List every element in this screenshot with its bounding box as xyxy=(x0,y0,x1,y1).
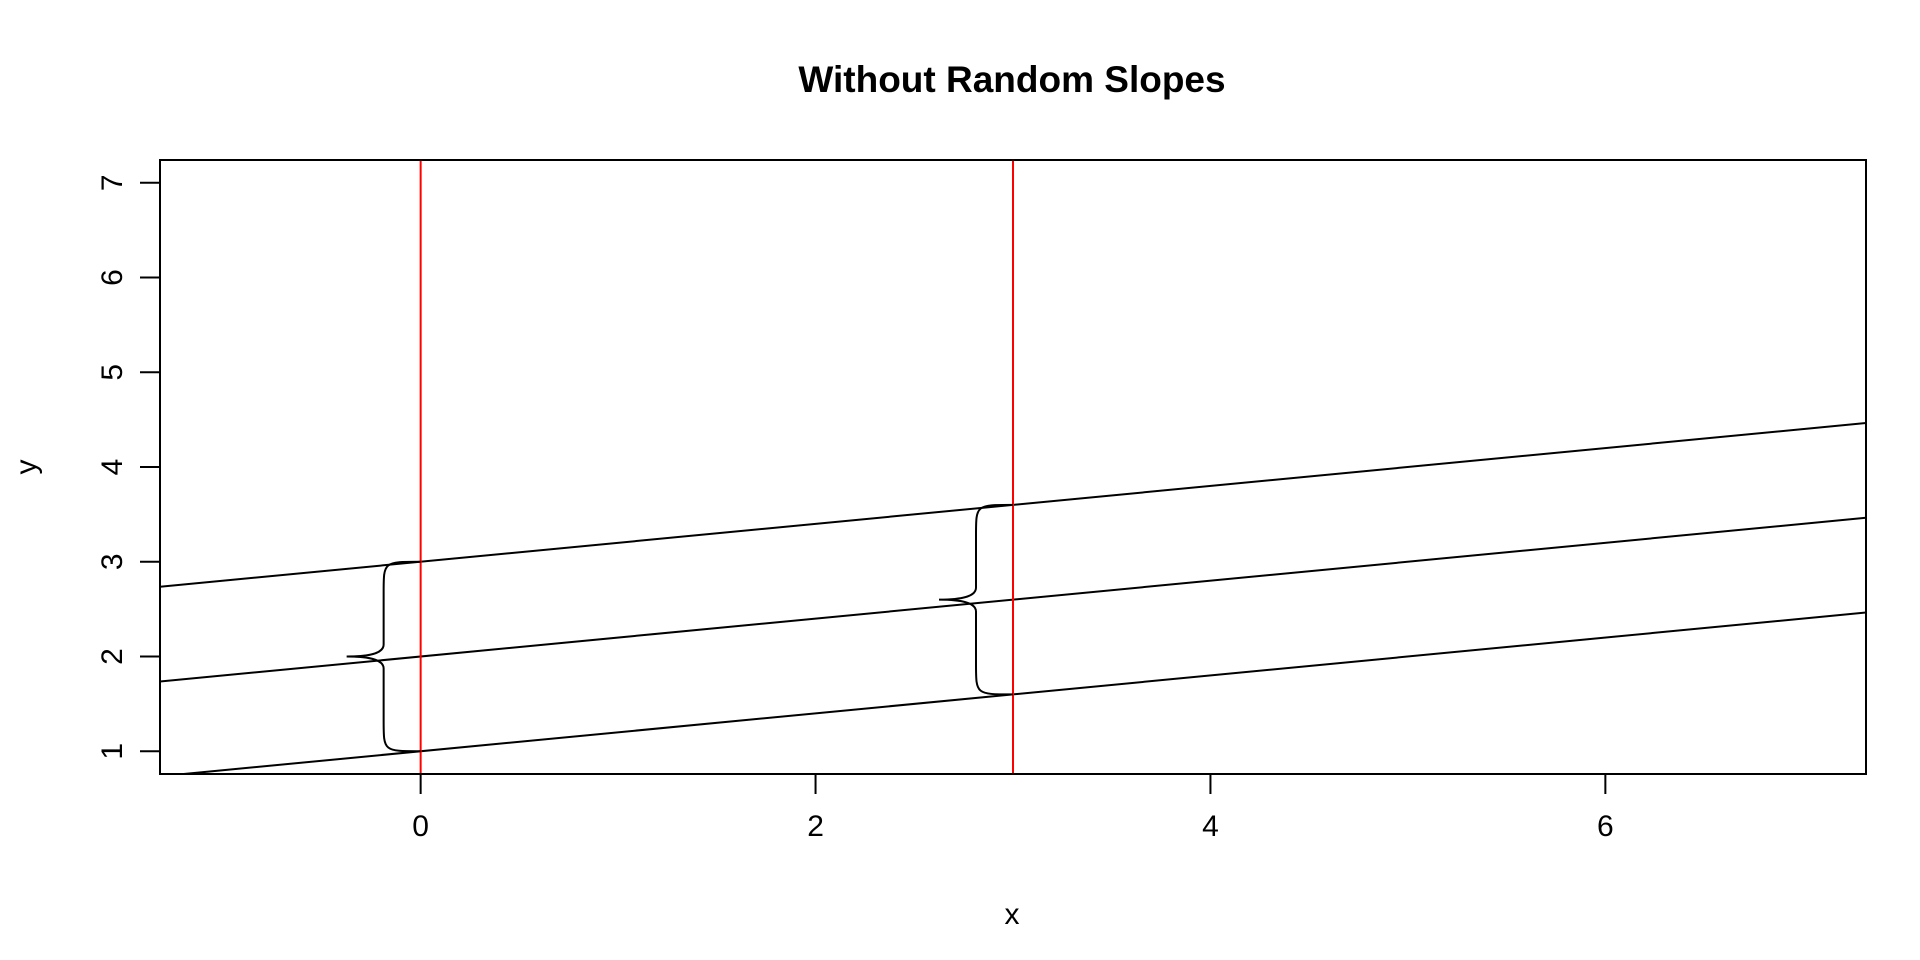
x-axis: 0 2 4 6 xyxy=(412,774,1614,843)
x-tick-label: 2 xyxy=(807,810,824,843)
y-axis-label: y xyxy=(10,460,43,475)
x-tick-label: 6 xyxy=(1597,810,1614,843)
curly-brace-2 xyxy=(938,503,1014,696)
y-axis: 1 2 3 4 5 6 7 xyxy=(96,174,160,760)
y-tick-label: 5 xyxy=(96,364,129,381)
x-axis-label: x xyxy=(1005,898,1020,931)
plot-area xyxy=(160,160,1866,774)
x-tick-label: 0 xyxy=(412,810,429,843)
chart-title: Without Random Slopes xyxy=(798,59,1225,100)
y-tick-label: 2 xyxy=(96,648,129,665)
x-tick-label: 4 xyxy=(1202,810,1219,843)
curly-brace-1 xyxy=(346,560,421,753)
y-tick-label: 1 xyxy=(96,743,129,760)
y-tick-label: 3 xyxy=(96,553,129,570)
y-tick-label: 7 xyxy=(96,174,129,191)
y-tick-label: 4 xyxy=(96,459,129,476)
y-tick-label: 6 xyxy=(96,269,129,286)
plot-content xyxy=(160,160,1866,774)
